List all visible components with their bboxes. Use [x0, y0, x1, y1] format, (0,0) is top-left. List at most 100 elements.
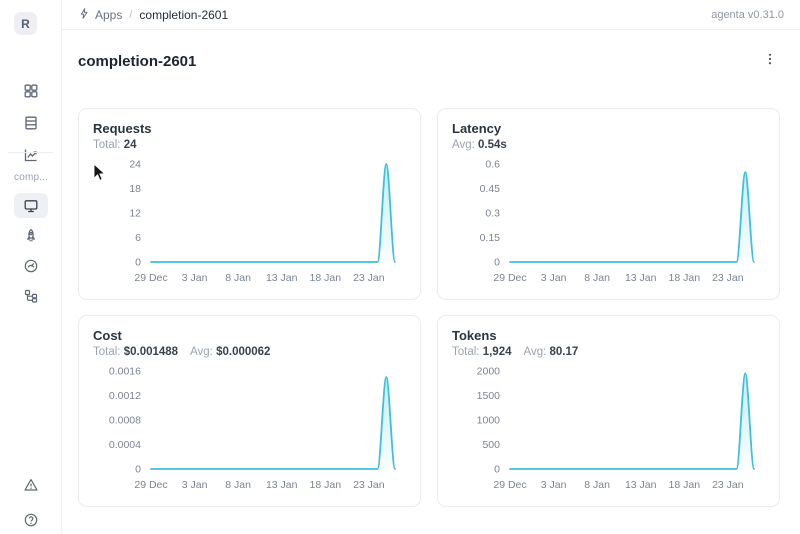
breadcrumb-apps-link[interactable]: Apps	[78, 7, 122, 23]
card-stats: Total: $0.001488 Avg: $0.000062	[93, 346, 406, 358]
app-name-label: comp...	[14, 172, 49, 183]
svg-text:23 Jan: 23 Jan	[712, 272, 744, 284]
svg-text:0.0012: 0.0012	[109, 390, 141, 402]
sidebar-item-evaluations[interactable]	[14, 253, 48, 278]
sidebar-item-traces[interactable]	[14, 283, 48, 308]
svg-text:23 Jan: 23 Jan	[353, 272, 385, 284]
sidebar-app-nav	[0, 193, 62, 308]
svg-text:0.0004: 0.0004	[109, 439, 141, 451]
svg-text:29 Dec: 29 Dec	[134, 479, 167, 491]
stat-value: $0.001488	[123, 346, 179, 359]
svg-text:0.15: 0.15	[480, 232, 501, 244]
svg-text:0.45: 0.45	[480, 183, 501, 195]
tokens-chart[interactable]: 0 500 1000 1500 2000 29 Dec 3 Jan 8 Jan 13 Jan 18…	[452, 363, 765, 497]
stat-value: 1,924	[482, 346, 512, 359]
stat-label: Avg:	[523, 346, 547, 359]
sidebar-bottom-nav	[0, 472, 62, 532]
sidebar-item-issues[interactable]	[14, 472, 48, 497]
observability-chart-icon	[23, 147, 39, 163]
svg-text:18 Jan: 18 Jan	[310, 479, 342, 491]
latency-card: Latency Avg: 0.54s 0 0.15 0.3 0.45 0.6 29 Dec…	[437, 108, 780, 300]
svg-text:3 Jan: 3 Jan	[182, 479, 208, 491]
requests-chart[interactable]: 0 6 12 18 24 29 Dec 3 Jan 8 Jan 13 Jan 18 Jan 23 J…	[93, 156, 406, 290]
svg-text:12: 12	[129, 208, 141, 220]
card-stats: Avg: 0.54s	[452, 139, 765, 151]
svg-text:18 Jan: 18 Jan	[310, 272, 342, 284]
svg-text:29 Dec: 29 Dec	[134, 272, 167, 284]
latency-chart[interactable]: 0 0.15 0.3 0.45 0.6 29 Dec 3 Jan 8 Jan 13 Jan 18 …	[452, 156, 765, 290]
card-stats: Total: 24	[93, 139, 406, 151]
svg-text:18 Jan: 18 Jan	[669, 272, 701, 284]
sidebar-divider	[8, 152, 53, 153]
tokens-card: Tokens Total: 1,924 Avg: 80.17 0 500 1000 1…	[437, 315, 780, 507]
svg-text:24: 24	[129, 159, 141, 171]
bolt-icon	[78, 7, 90, 23]
sidebar-item-deploy[interactable]	[14, 223, 48, 248]
svg-text:0: 0	[135, 257, 141, 269]
sidebar-item-overview[interactable]	[14, 193, 48, 218]
sidebar-top-nav	[0, 78, 62, 167]
svg-text:0: 0	[494, 257, 500, 269]
testsets-table-icon	[23, 115, 39, 131]
breadcrumb-separator: /	[129, 8, 133, 21]
stat-label: Avg:	[452, 139, 475, 152]
stat-label: Total:	[452, 346, 480, 359]
requests-card: Requests Total: 24 0 6 12 18 24 29 Dec 3 Jan 8 …	[78, 108, 421, 300]
svg-text:13 Jan: 13 Jan	[625, 272, 657, 284]
traces-tree-icon	[23, 288, 39, 304]
sidebar-item-help[interactable]	[14, 507, 48, 532]
kebab-menu-icon	[763, 52, 777, 71]
sidebar-item-observability[interactable]	[14, 142, 48, 167]
svg-text:3 Jan: 3 Jan	[541, 272, 567, 284]
card-title: Latency	[452, 121, 502, 136]
stat-value: 80.17	[549, 346, 579, 359]
svg-text:8 Jan: 8 Jan	[225, 272, 251, 284]
svg-text:8 Jan: 8 Jan	[584, 272, 610, 284]
deploy-rocket-icon	[23, 228, 39, 244]
svg-text:3 Jan: 3 Jan	[182, 272, 208, 284]
sidebar-item-apps[interactable]	[14, 78, 48, 103]
page-title: completion-2601	[78, 52, 197, 70]
overview-monitor-icon	[23, 198, 39, 214]
apps-grid-icon	[23, 83, 39, 99]
card-title: Requests	[93, 121, 152, 136]
version-label: agenta v0.31.0	[711, 8, 784, 21]
svg-text:2000: 2000	[477, 366, 501, 378]
cost-chart[interactable]: 0 0.0004 0.0008 0.0012 0.0016 29 Dec 3 Jan 8 Ja…	[93, 363, 406, 497]
breadcrumb-apps-label: Apps	[95, 7, 123, 22]
svg-text:0: 0	[494, 464, 500, 476]
main-content: completion-2601 Requests Total: 24 0 6 12 1…	[62, 30, 800, 534]
page-menu-button[interactable]	[760, 51, 780, 71]
svg-text:500: 500	[482, 439, 500, 451]
svg-text:0: 0	[135, 464, 141, 476]
avatar[interactable]: R	[14, 12, 37, 35]
svg-text:1500: 1500	[477, 390, 501, 402]
stat-label: Total:	[93, 139, 121, 152]
svg-text:13 Jan: 13 Jan	[266, 479, 298, 491]
stat-value: 24	[123, 139, 137, 152]
svg-text:1000: 1000	[477, 415, 501, 427]
breadcrumb-current: completion-2601	[139, 7, 229, 22]
breadcrumb: Apps / completion-2601	[78, 7, 228, 23]
cost-card: Cost Total: $0.001488 Avg: $0.000062 0 0.…	[78, 315, 421, 507]
stat-value: $0.000062	[216, 346, 271, 359]
svg-text:0.3: 0.3	[485, 208, 500, 220]
svg-text:13 Jan: 13 Jan	[266, 272, 298, 284]
alert-triangle-icon	[23, 477, 39, 493]
card-title: Tokens	[452, 328, 497, 343]
top-bar: Apps / completion-2601 agenta v0.31.0	[62, 0, 800, 30]
svg-text:8 Jan: 8 Jan	[584, 479, 610, 491]
sidebar-item-testsets[interactable]	[14, 110, 48, 135]
svg-text:3 Jan: 3 Jan	[541, 479, 567, 491]
card-stats: Total: 1,924 Avg: 80.17	[452, 346, 765, 358]
card-title: Cost	[93, 328, 122, 343]
stat-value: 0.54s	[478, 139, 507, 152]
evaluations-gauge-icon	[23, 258, 39, 274]
stat-label: Total:	[93, 346, 121, 359]
svg-text:6: 6	[135, 232, 141, 244]
svg-text:23 Jan: 23 Jan	[353, 479, 385, 491]
svg-text:13 Jan: 13 Jan	[625, 479, 657, 491]
svg-text:23 Jan: 23 Jan	[712, 479, 744, 491]
svg-text:0.6: 0.6	[485, 159, 500, 171]
